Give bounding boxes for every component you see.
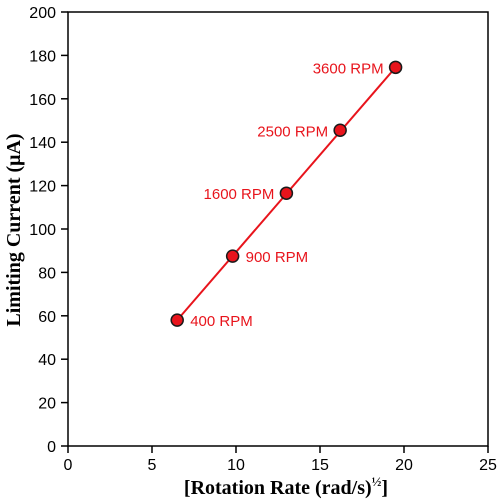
data-point: [225, 249, 240, 263]
data-point: [333, 123, 347, 138]
plot-frame: [67, 11, 489, 447]
point-label: 1600 RPM: [204, 186, 275, 203]
point-label: 400 RPM: [190, 313, 253, 330]
y-tick-label: 140: [29, 135, 56, 152]
y-tick-label: 80: [38, 265, 56, 282]
x-axis-title: [Rotation Rate (rad/s)½]: [184, 474, 388, 499]
x-axis-ticks: 0 5 10 15 20 25: [64, 446, 497, 474]
x-tick-label: 5: [148, 457, 157, 474]
data-point: [388, 60, 403, 75]
x-tick-label: 20: [395, 457, 413, 474]
y-axis-ticks: 0 20 40 60 80 100 120 140 160 180 200: [29, 5, 68, 456]
y-axis-title: Limiting Current (μA): [3, 133, 25, 326]
y-tick-label: 180: [29, 48, 56, 65]
point-label: 3600 RPM: [313, 60, 384, 77]
y-tick-label: 0: [47, 439, 56, 456]
data-point: [279, 186, 294, 200]
x-tick-label: 25: [479, 457, 497, 474]
y-tick-label: 120: [29, 179, 56, 196]
x-tick-label: 0: [64, 457, 73, 474]
y-tick-label: 60: [38, 309, 56, 326]
x-tick-label: 10: [227, 457, 245, 474]
y-tick-label: 100: [29, 222, 56, 239]
point-labels: 400 RPM 900 RPM 1600 RPM 2500 RPM 3600 RPM: [190, 60, 383, 330]
x-tick-label: 15: [311, 457, 329, 474]
point-label: 2500 RPM: [257, 123, 328, 140]
y-tick-label: 200: [29, 5, 56, 22]
point-label: 900 RPM: [246, 249, 309, 266]
y-tick-label: 160: [29, 92, 56, 109]
y-tick-label: 40: [38, 352, 56, 369]
data-points: [170, 60, 403, 327]
y-tick-label: 20: [38, 396, 56, 413]
data-point: [170, 313, 184, 327]
plot-border: [67, 11, 489, 447]
